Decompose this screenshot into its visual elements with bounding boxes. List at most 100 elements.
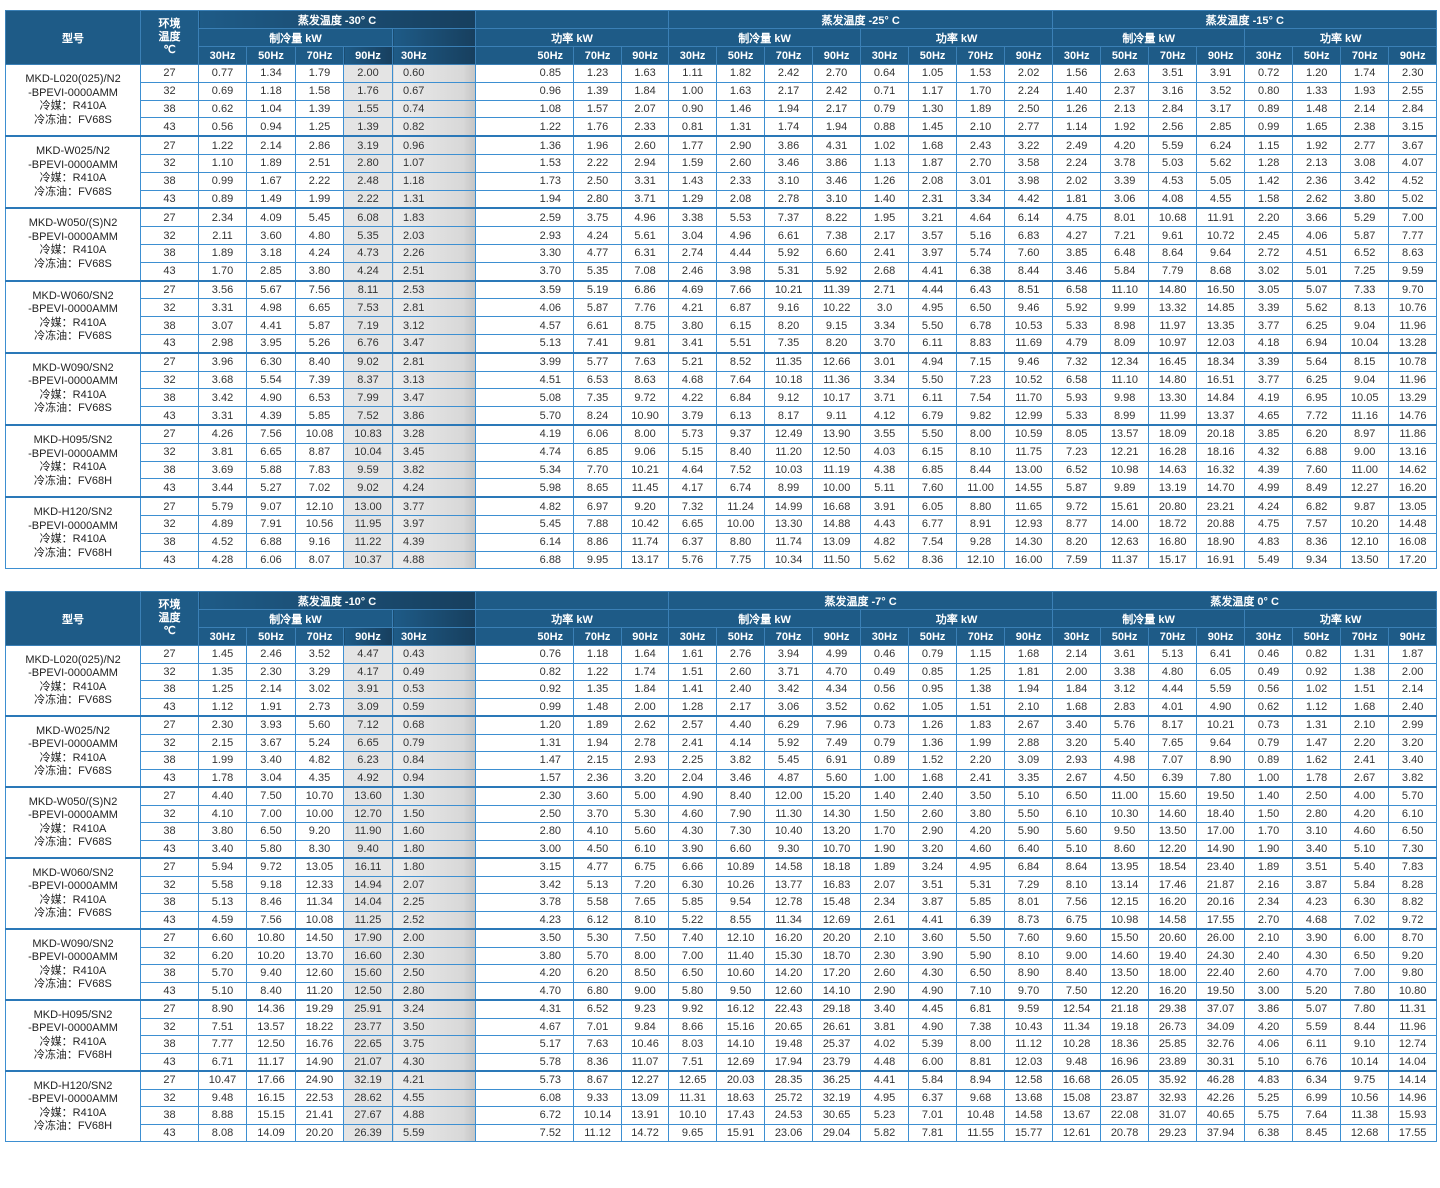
value-cell: 13.50 [1340, 550, 1390, 570]
value-cell: 7.38 [812, 226, 862, 245]
value-cell: 4.94 [908, 351, 958, 372]
ambient-temp-cell: 32 [140, 370, 199, 390]
value-cell: 13.09 [812, 532, 862, 552]
table-row: 32 6.20 10.20 13.70 16.60 2.30 3.80 5.70 8.00 7.0… [6, 946, 1438, 965]
value-cell: 6.60 [716, 839, 766, 859]
cooling-capacity-header: 制冷量 kW [1052, 28, 1246, 47]
value-cell: 4.95 [860, 1088, 910, 1107]
value-cell: 6.52 [573, 999, 623, 1019]
table-row: MKD-W090/SN2 -BPEVI-0000AMM 冷媒：R410A 冷冻油：FV… [5, 928, 1438, 1001]
value-cell: 1.39 [343, 117, 393, 137]
value-cell: 5.84 [908, 1070, 958, 1090]
value-cell: 4.35 [295, 768, 344, 788]
value-cell: 2.98 [198, 333, 247, 354]
value-cell: 1.05 [908, 64, 958, 83]
value-cell: 1.58 [295, 81, 344, 101]
value-cell: 3.46 [716, 768, 766, 788]
value-cell: 5.08 [475, 388, 575, 408]
value-cell: 2.34 [860, 893, 910, 912]
value-cell: 2.60 [908, 804, 958, 823]
value-cell: 20.20 [812, 928, 862, 948]
value-cell: 14.60 [1148, 804, 1198, 823]
value-cell: 3.86 [1244, 999, 1294, 1019]
value-cell: 1.80 [391, 839, 477, 859]
value-cell: 8.70 [1388, 928, 1438, 948]
value-cell: 2.14 [246, 680, 296, 699]
value-cell: 2.67 [1052, 768, 1102, 788]
value-cell: 3.91 [1196, 64, 1246, 83]
value-cell: 3.20 [908, 839, 958, 859]
value-cell: 5.74 [956, 243, 1006, 263]
value-cell: 7.20 [621, 875, 670, 894]
ambient-temp-cell: 38 [140, 388, 199, 408]
value-cell: 2.93 [1052, 751, 1102, 770]
value-cell: 12.10 [1340, 532, 1390, 552]
value-cell: 3.06 [1100, 189, 1150, 209]
value-cell: 3.18 [246, 243, 296, 263]
value-cell: 1.94 [1004, 680, 1054, 699]
value-cell: 6.10 [621, 839, 670, 859]
value-cell: 1.68 [908, 768, 958, 788]
value-cell: 4.20 [956, 822, 1006, 841]
value-cell: 6.71 [198, 1052, 247, 1072]
value-cell: 15.08 [1052, 1088, 1102, 1107]
value-cell: 4.79 [1052, 333, 1102, 354]
value-cell: 6.29 [764, 715, 814, 735]
value-cell: 4.82 [295, 751, 344, 770]
value-cell: 1.04 [246, 99, 296, 119]
value-cell: 1.36 [475, 135, 575, 155]
value-cell: 6.60 [812, 243, 862, 263]
value-cell: 1.49 [246, 189, 296, 209]
value-cell: 3.91 [860, 496, 910, 516]
value-cell: 2.07 [860, 875, 910, 894]
value-cell: 4.92 [343, 768, 393, 788]
value-cell: 6.00 [908, 1052, 958, 1072]
table-row: 38 7.77 12.50 16.76 22.65 3.75 5.17 7.63 10.46 8.… [6, 1035, 1438, 1054]
value-cell: 6.48 [1100, 243, 1150, 263]
value-cell: 1.36 [908, 733, 958, 752]
value-cell: 6.53 [573, 370, 623, 390]
value-cell: 12.50 [246, 1035, 296, 1054]
value-cell: 6.06 [573, 423, 623, 444]
value-cell: 11.99 [1148, 406, 1198, 426]
value-cell: 0.79 [860, 733, 910, 752]
value-cell: 4.75 [1244, 514, 1294, 534]
value-cell: 6.65 [343, 733, 393, 752]
value-cell: 8.17 [764, 406, 814, 426]
value-cell: 1.94 [475, 189, 575, 209]
value-cell: 13.95 [1100, 857, 1150, 877]
value-cell: 18.54 [1148, 857, 1198, 877]
ambient-temp-cell: 32 [140, 226, 199, 245]
header-blank [391, 28, 477, 47]
table-row: MKD-H120/SN2 -BPEVI-0000AMM 冷媒：R410A 冷冻油：FV… [5, 1070, 1438, 1142]
value-cell: 6.50 [246, 822, 296, 841]
value-cell: 16.51 [1196, 370, 1246, 390]
frequency-header: 30Hz [1244, 627, 1294, 646]
table-row: 43 6.71 11.17 14.90 21.07 4.30 5.78 8.36 11.07 7.… [6, 1052, 1438, 1072]
value-cell: 17.66 [246, 1070, 296, 1090]
value-cell: 3.77 [1244, 316, 1294, 335]
value-cell: 11.96 [1388, 370, 1438, 390]
value-cell: 2.78 [621, 733, 670, 752]
value-cell: 7.32 [668, 496, 718, 516]
value-cell: 8.77 [1052, 514, 1102, 534]
value-cell: 9.70 [1004, 981, 1054, 1001]
value-cell: 5.62 [1292, 298, 1342, 318]
value-cell: 5.33 [1052, 316, 1102, 335]
value-cell: 2.03 [391, 226, 477, 245]
model-line: 冷媒：R410A [39, 316, 107, 329]
value-cell: 3.05 [1244, 279, 1294, 300]
value-cell: 7.60 [1004, 243, 1054, 263]
value-cell: 5.25 [1244, 1088, 1294, 1107]
value-cell: 3.86 [812, 153, 862, 173]
value-cell: 10.98 [1100, 910, 1150, 930]
value-cell: 6.50 [1388, 822, 1438, 841]
value-cell: 9.72 [621, 388, 670, 408]
model-line: 冷媒：R410A [39, 172, 107, 185]
value-cell: 15.30 [764, 946, 814, 965]
value-cell: 7.90 [716, 804, 766, 823]
value-cell: 11.24 [716, 496, 766, 516]
value-cell: 0.73 [1244, 715, 1294, 735]
value-cell: 4.96 [621, 207, 670, 228]
value-cell: 5.79 [198, 496, 247, 516]
